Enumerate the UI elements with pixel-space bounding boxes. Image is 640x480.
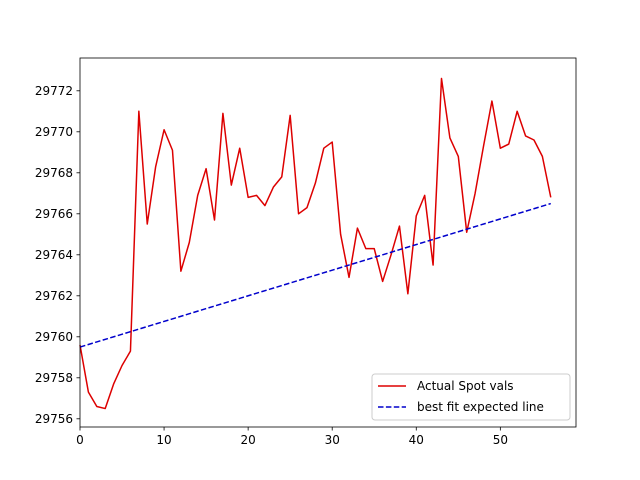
y-tick-label: 29758 xyxy=(35,371,73,385)
legend: Actual Spot vals best fit expected line xyxy=(371,373,571,421)
plot-frame xyxy=(79,57,577,428)
x-tick-label: 0 xyxy=(76,433,84,447)
series-layer xyxy=(79,77,552,410)
series-line-best-fit-expected-line xyxy=(79,202,551,348)
legend-label-actual-spot-vals: Actual Spot vals xyxy=(417,379,514,393)
axes-layer: 0 10 20 30 40 50 29756 29758 29760 29762 29764 2976… xyxy=(35,57,577,447)
x-tick-label: 40 xyxy=(409,433,424,447)
y-tick-label: 29756 xyxy=(35,412,73,426)
x-tick-label: 20 xyxy=(240,433,255,447)
x-tick-label: 50 xyxy=(493,433,508,447)
x-tick-label: 30 xyxy=(325,433,340,447)
y-tick-label: 29770 xyxy=(35,125,73,139)
y-tick-label: 29762 xyxy=(35,289,73,303)
series-line-actual-spot-vals xyxy=(79,77,552,410)
legend-frame xyxy=(371,373,571,421)
y-tick-label: 29764 xyxy=(35,248,73,262)
x-tick-label: 10 xyxy=(156,433,171,447)
y-tick-label: 29772 xyxy=(35,84,73,98)
y-tick-label: 29760 xyxy=(35,330,73,344)
legend-label-best-fit-expected-line: best fit expected line xyxy=(417,400,544,414)
y-tick-label: 29766 xyxy=(35,207,73,221)
y-tick-label: 29768 xyxy=(35,166,73,180)
